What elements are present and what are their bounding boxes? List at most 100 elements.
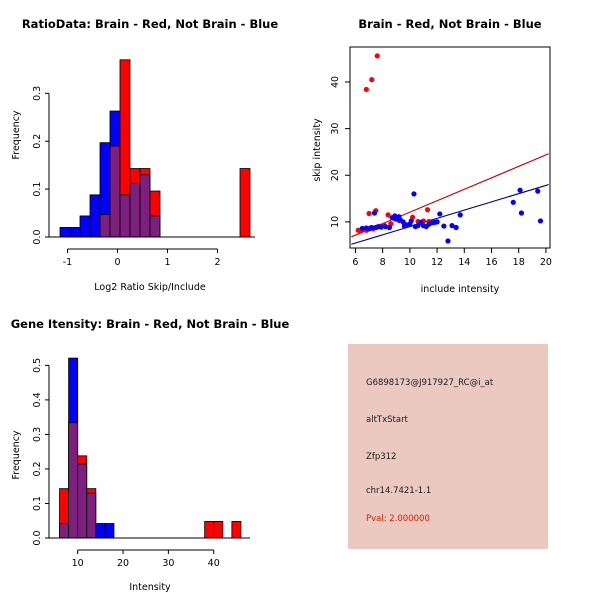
panel-intensity-scatter: Brain - Red, Not Brain - Blue skip inten… — [300, 0, 600, 300]
panel3-ytick-label: 0.5 — [32, 358, 43, 373]
panel2-data-point — [437, 211, 443, 217]
panel2-data-point — [449, 223, 455, 229]
panel2-xtick-label: 14 — [458, 257, 470, 268]
panel2-data-point — [385, 212, 391, 218]
panel3-bar — [104, 523, 115, 539]
panel3-xtick-label: 10 — [72, 558, 84, 569]
panel1-ylabel: Frequency — [11, 110, 22, 159]
panel1-bar-overlap — [119, 194, 131, 238]
panel1-xtick-label: 0 — [114, 257, 120, 268]
panel1-xlabel: Log2 Ratio Skip/Include — [94, 282, 206, 293]
panel1-xtick-label: 2 — [214, 257, 220, 268]
panel2-data-point — [457, 212, 463, 218]
info-locus: chr14.7421-1.1 — [366, 486, 432, 496]
panel2-plot-box — [349, 46, 551, 249]
panel2-data-point — [517, 187, 523, 193]
panel1-title: RatioData: Brain - Red, Not Brain - Blue — [22, 17, 279, 31]
panel1-bar — [59, 227, 71, 238]
panel2-data-point — [537, 218, 544, 224]
gene-info-box: G6898173@J917927_RC@i_at altTxStart Zfp3… — [348, 344, 548, 549]
panel-gene-intensity-histogram: Gene Itensity: Brain - Red, Not Brain - … — [0, 300, 300, 600]
panel1-bar-overlap — [149, 215, 161, 238]
panel3-bar — [213, 521, 224, 539]
panel1-bar — [79, 215, 91, 238]
panel2-data-point — [378, 224, 384, 230]
panel1-xtick-label: -1 — [63, 257, 72, 268]
panel2-data-point — [374, 53, 380, 59]
panel-ratio-histogram: RatioData: Brain - Red, Not Brain - Blue… — [0, 0, 300, 300]
panel3-xtick-label: 40 — [208, 558, 220, 569]
panel2-xlabel: include intensity — [421, 284, 500, 295]
panel3-bar — [231, 521, 242, 539]
panel1-ytick-label: 0.0 — [32, 229, 43, 244]
panel2-data-point — [518, 210, 525, 216]
panel1-bar — [89, 194, 101, 238]
panel2-data-point — [453, 224, 459, 231]
panel2-xtick-label: 18 — [513, 257, 525, 268]
panel3-bar-overlap — [59, 523, 70, 539]
panel2-data-point — [510, 199, 516, 205]
panel2-data-point — [535, 188, 541, 194]
panel2-data-point — [386, 224, 393, 231]
panel3-ytick-label: 0.1 — [32, 496, 43, 511]
panel2-ytick-label: 10 — [330, 216, 341, 228]
panel3-xlabel: Intensity — [129, 582, 171, 593]
panel2-data-point — [445, 238, 451, 244]
info-event-type: altTxStart — [366, 415, 408, 425]
panel2-xtick-label: 12 — [431, 257, 443, 268]
panel1-bar — [239, 168, 251, 238]
panel2-data-point — [411, 191, 417, 197]
panel3-plot-area: 0.0 0.1 0.2 0.3 0.4 0.5 10 20 30 40 — [32, 357, 250, 569]
info-probe-id: G6898173@J917927_RC@i_at — [366, 378, 494, 388]
panel2-data-point — [363, 86, 369, 93]
panel2-xtick-label: 6 — [352, 257, 358, 268]
panel2-data-point — [434, 219, 440, 225]
panel1-ytick-label: 0.2 — [32, 134, 43, 149]
panel1-xtick-label: 1 — [164, 257, 170, 268]
panel2-plot-area: 10 20 30 40 6 8 10 12 14 16 18 20 — [330, 46, 552, 268]
panel2-data-point — [371, 210, 378, 216]
panel2-ytick-label: 20 — [330, 169, 341, 181]
panel2-title: Brain - Red, Not Brain - Blue — [358, 17, 541, 31]
panel2-xtick-label: 20 — [540, 257, 552, 268]
panel2-data-point — [382, 223, 388, 230]
panel2-ytick-label: 40 — [330, 76, 341, 88]
panel2-xtick-label: 16 — [485, 257, 497, 268]
panel2-xtick-label: 10 — [404, 257, 416, 268]
panel1-bar — [69, 227, 81, 238]
panel3-ytick-label: 0.4 — [32, 392, 43, 407]
panel2-data-point — [359, 225, 365, 232]
ratio-histogram-svg: RatioData: Brain - Red, Not Brain - Blue… — [11, 17, 279, 293]
panel3-ytick-label: 0.0 — [32, 530, 43, 545]
panel2-data-point — [424, 207, 431, 213]
panel2-fit-line — [351, 184, 549, 245]
panel3-ytick-label: 0.2 — [32, 461, 43, 476]
panel2-ytick-label: 30 — [330, 123, 341, 135]
panel3-ytick-label: 0.3 — [32, 427, 43, 442]
panel3-xtick-label: 20 — [117, 558, 129, 569]
panel2-data-point — [369, 224, 375, 231]
info-pval: Pval: 2.000000 — [366, 514, 430, 524]
info-gene-symbol: Zfp312 — [366, 452, 397, 462]
panel1-bar-overlap — [99, 214, 111, 238]
panel1-bar-overlap — [139, 174, 151, 238]
scatter-svg: Brain - Red, Not Brain - Blue skip inten… — [312, 17, 552, 295]
panel3-xtick-label: 30 — [162, 558, 174, 569]
panel3-bar — [95, 523, 106, 539]
panel3-bar-overlap — [68, 422, 79, 539]
panel3-bar-overlap — [86, 492, 97, 539]
panel3-ylabel: Frequency — [11, 430, 22, 479]
panel3-title: Gene Itensity: Brain - Red, Not Brain - … — [11, 317, 290, 331]
panel3-bar — [204, 521, 215, 539]
panel1-ytick-label: 0.1 — [32, 182, 43, 197]
panel2-data-point — [408, 218, 414, 224]
panel1-plot-area: 0.0 0.1 0.2 0.3 -1 0 1 2 — [32, 59, 255, 268]
panel2-ylabel: skip intensity — [312, 118, 323, 182]
panel2-data-point — [369, 77, 375, 83]
panel2-data-point — [366, 210, 372, 217]
gene-histogram-svg: Gene Itensity: Brain - Red, Not Brain - … — [11, 317, 290, 593]
panel3-bar-overlap — [77, 463, 88, 539]
panel2-xtick-label: 8 — [380, 257, 386, 268]
panel-gene-info: G6898173@J917927_RC@i_at altTxStart Zfp3… — [300, 300, 600, 600]
